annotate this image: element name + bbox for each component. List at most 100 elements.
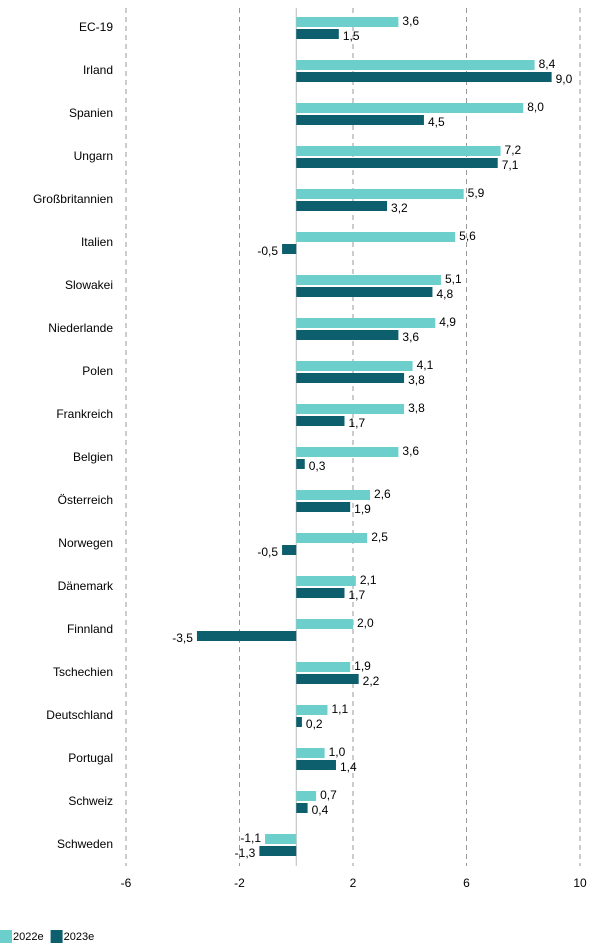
bar [296,232,456,242]
value-label: -0,5 [257,545,278,559]
value-label: 0,4 [312,803,329,817]
value-label: 1,9 [354,659,371,673]
y-tick-label: Spanien [69,106,113,120]
value-label: 5,1 [445,272,462,286]
value-label: 4,8 [436,287,453,301]
value-label: 5,6 [459,229,476,243]
bar [296,717,302,727]
bar [296,459,305,469]
bar [296,275,441,285]
bar [296,748,325,758]
x-tick-label: 2 [350,876,357,890]
bar [296,791,317,801]
value-label: 3,6 [402,330,419,344]
x-tick-label: 10 [573,876,587,890]
y-tick-label: Belgien [73,450,113,464]
bar [296,201,388,211]
legend-swatch [0,930,12,943]
value-label: 3,8 [408,373,425,387]
bar [265,834,297,844]
legend-label: 2023e [64,931,95,943]
value-label: 4,9 [439,315,456,329]
y-tick-label: Deutschland [46,708,113,722]
bar [296,146,501,156]
bar [296,189,464,199]
y-tick-label: Norwegen [58,536,113,550]
bar [296,60,535,70]
value-label: 2,2 [363,674,380,688]
bar [296,373,405,383]
x-tick-label: 6 [463,876,470,890]
value-label: -0,5 [257,244,278,258]
value-label: 1,7 [348,416,365,430]
value-label: -3,5 [172,631,193,645]
bar [296,404,405,414]
value-label: 3,8 [408,401,425,415]
bar [296,29,339,39]
bar [296,803,308,813]
bar [296,619,353,629]
bar [196,631,297,641]
value-label: 7,1 [502,158,519,172]
bar [296,662,351,672]
bar [296,490,371,500]
bar [296,17,399,27]
bar [296,760,336,770]
y-tick-label: Tschechien [53,665,113,679]
value-label: 0,3 [309,459,326,473]
value-label: 8,0 [527,100,544,114]
value-label: 1,0 [329,745,346,759]
bar [296,287,433,297]
y-tick-label: Polen [82,364,113,378]
bar [259,846,297,856]
value-label: 3,6 [402,14,419,28]
y-tick-label: Ungarn [74,149,113,163]
value-label: 1,1 [331,702,348,716]
y-tick-label: Schweden [57,837,113,851]
bar [296,158,498,168]
value-label: 1,4 [340,760,357,774]
y-tick-label: Österreich [58,493,113,507]
value-label: 1,9 [354,502,371,516]
y-tick-label: Frankreich [56,407,113,421]
bar [296,588,345,598]
y-tick-label: Dänemark [58,579,114,593]
bar [296,103,524,113]
bar [296,330,399,340]
value-label: 7,2 [505,143,522,157]
value-label: 2,0 [357,616,374,630]
bar [296,115,424,125]
value-label: 2,5 [371,530,388,544]
bar [296,576,356,586]
value-label: 1,5 [343,29,360,43]
y-tick-label: Slowakei [65,278,113,292]
x-tick-label: -2 [234,876,245,890]
value-label: 4,5 [428,115,445,129]
value-label: -1,1 [240,831,261,845]
legend-label: 2022e [13,931,44,943]
bar [296,502,351,512]
value-label: 1,7 [348,588,365,602]
value-label: -1,3 [235,846,256,860]
value-label: 3,6 [402,444,419,458]
bar [296,72,552,82]
y-tick-label: Großbritannien [33,192,113,206]
value-label: 9,0 [556,72,573,86]
bar [282,545,297,555]
bar [296,674,359,684]
x-tick-label: -6 [121,876,132,890]
value-label: 5,9 [468,186,485,200]
bar [296,705,328,715]
value-label: 3,2 [391,201,408,215]
y-tick-label: Portugal [68,751,113,765]
legend-swatch [50,930,63,943]
value-label: 2,1 [360,573,377,587]
y-tick-label: Finnland [67,622,113,636]
bar [296,533,368,543]
y-tick-label: Irland [83,63,113,77]
bar [296,318,436,328]
bar [296,447,399,457]
bar [296,361,413,371]
value-label: 0,2 [306,717,323,731]
